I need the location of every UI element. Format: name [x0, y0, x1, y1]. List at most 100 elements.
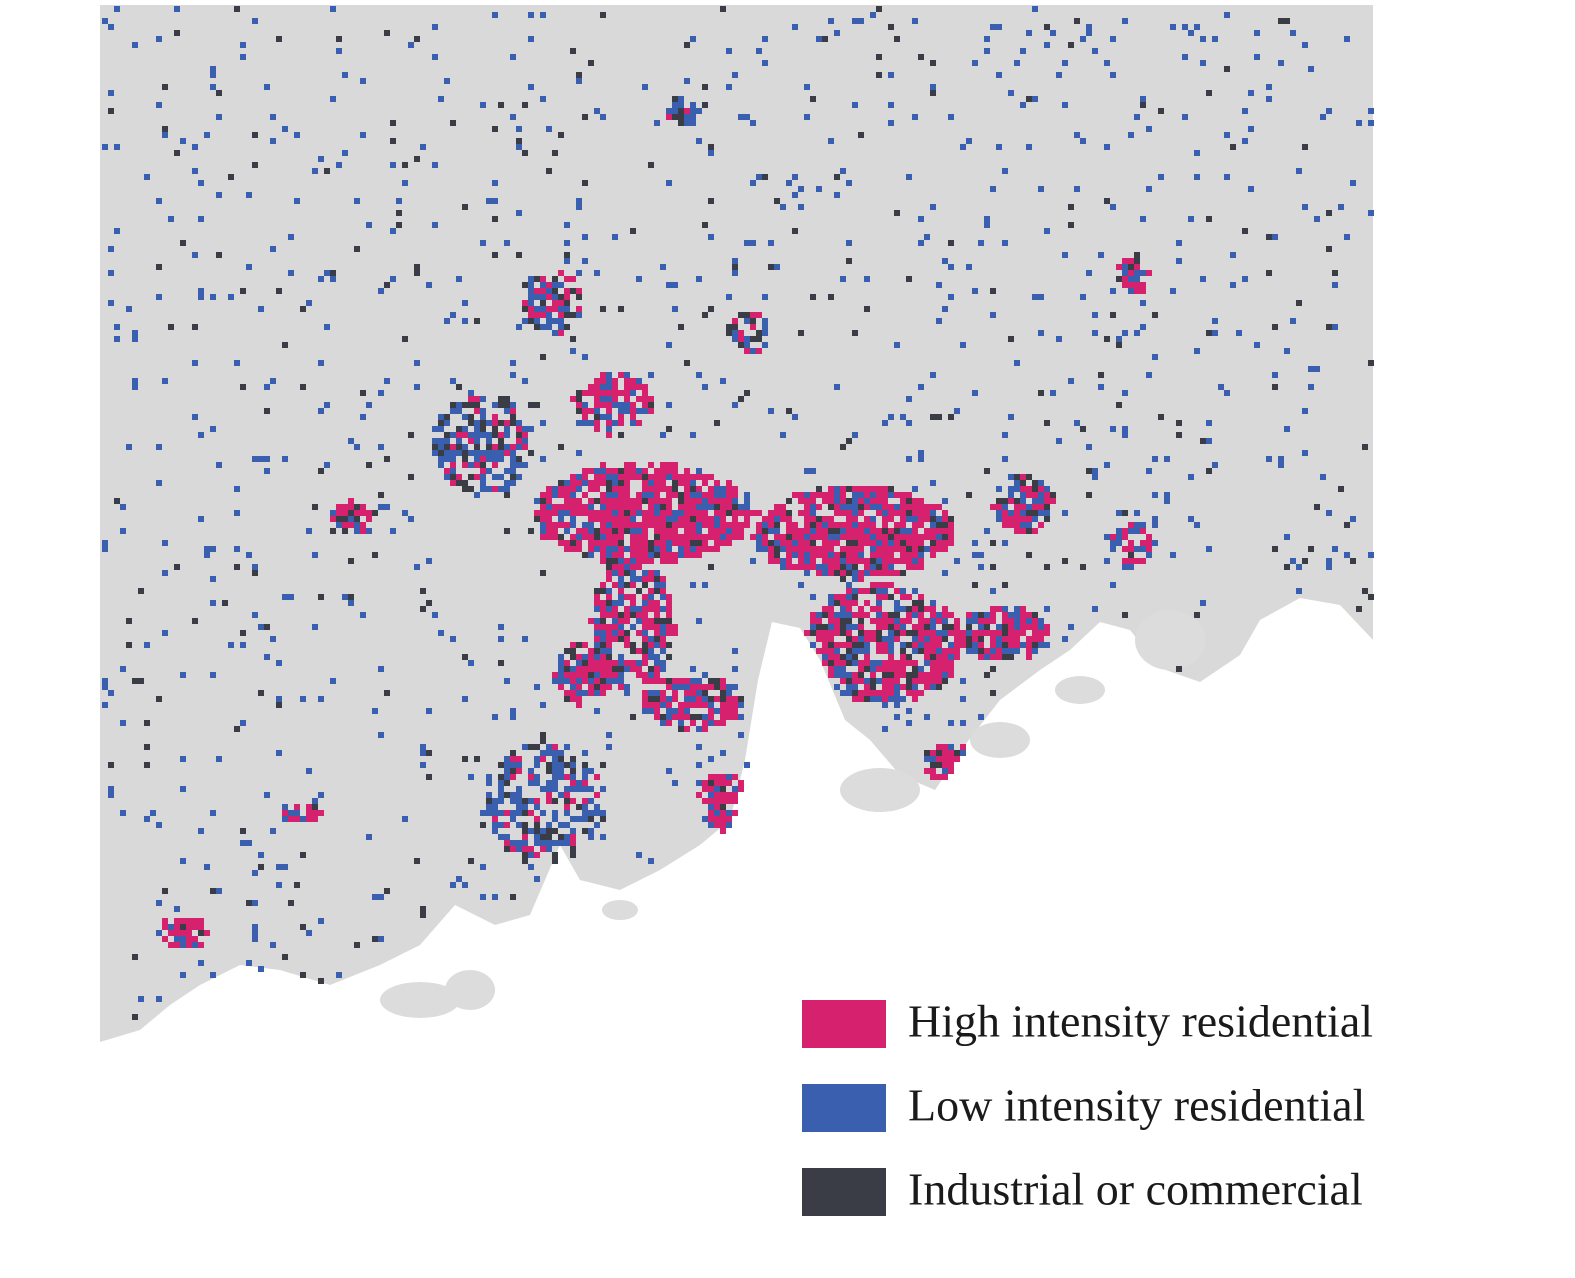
pixel: [240, 630, 246, 636]
pixel: [318, 696, 324, 702]
pixel: [594, 624, 600, 630]
pixel: [1128, 270, 1134, 276]
pixel: [840, 444, 846, 450]
pixel: [1284, 534, 1290, 540]
pixel: [960, 642, 966, 648]
pixel: [690, 480, 696, 486]
pixel: [930, 480, 936, 486]
pixel: [882, 564, 888, 570]
pixel: [312, 504, 318, 510]
pixel: [234, 6, 240, 12]
pixel: [720, 378, 726, 384]
pixel: [918, 552, 924, 558]
pixel: [1308, 546, 1314, 552]
pixel: [594, 528, 600, 534]
pixel: [660, 534, 666, 540]
pixel: [1032, 528, 1038, 534]
pixel: [564, 690, 570, 696]
pixel: [726, 816, 732, 822]
pixel: [852, 588, 858, 594]
pixel: [666, 504, 672, 510]
pixel: [594, 588, 600, 594]
pixel: [618, 372, 624, 378]
pixel: [618, 552, 624, 558]
pixel: [582, 522, 588, 528]
pixel: [930, 654, 936, 660]
pixel: [858, 660, 864, 666]
pixel: [360, 528, 366, 534]
pixel: [588, 654, 594, 660]
pixel: [864, 564, 870, 570]
pixel: [630, 378, 636, 384]
pixel: [1212, 318, 1218, 324]
pixel: [1020, 486, 1026, 492]
pixel: [1326, 246, 1332, 252]
pixel: [948, 114, 954, 120]
pixel: [492, 126, 498, 132]
pixel: [582, 642, 588, 648]
pixel: [648, 558, 654, 564]
pixel: [1002, 432, 1008, 438]
pixel: [1194, 612, 1200, 618]
pixel: [1008, 90, 1014, 96]
pixel: [1044, 42, 1050, 48]
pixel: [648, 552, 654, 558]
pixel: [672, 558, 678, 564]
pixel: [570, 486, 576, 492]
pixel: [810, 624, 816, 630]
pixel: [948, 672, 954, 678]
pixel: [540, 498, 546, 504]
pixel: [948, 264, 954, 270]
pixel: [954, 618, 960, 624]
pixel: [1020, 528, 1026, 534]
pixel: [606, 606, 612, 612]
pixel: [594, 708, 600, 714]
pixel: [402, 510, 408, 516]
pixel: [834, 618, 840, 624]
pixel: [822, 570, 828, 576]
pixel: [1134, 270, 1140, 276]
pixel: [624, 372, 630, 378]
pixel: [642, 708, 648, 714]
pixel: [624, 594, 630, 600]
pixel: [954, 642, 960, 648]
pixel: [1020, 474, 1026, 480]
pixel: [696, 540, 702, 546]
pixel: [870, 690, 876, 696]
pixel: [1176, 420, 1182, 426]
pixel: [990, 630, 996, 636]
pixel: [288, 234, 294, 240]
pixel: [684, 360, 690, 366]
pixel: [1014, 360, 1020, 366]
pixel: [126, 306, 132, 312]
pixel: [666, 486, 672, 492]
pixel: [930, 522, 936, 528]
pixel: [978, 642, 984, 648]
pixel: [1224, 174, 1230, 180]
pixel: [1080, 564, 1086, 570]
pixel: [702, 222, 708, 228]
pixel: [660, 582, 666, 588]
pixel: [894, 678, 900, 684]
pixel: [630, 660, 636, 666]
pixel: [690, 522, 696, 528]
pixel: [1104, 198, 1110, 204]
pixel: [246, 192, 252, 198]
pixel: [918, 642, 924, 648]
pixel: [990, 690, 996, 696]
pixel: [660, 642, 666, 648]
pixel: [792, 414, 798, 420]
pixel: [888, 534, 894, 540]
pixel: [900, 534, 906, 540]
pixel: [1140, 216, 1146, 222]
pixel: [1134, 330, 1140, 336]
pixel: [828, 546, 834, 552]
pixel: [864, 684, 870, 690]
pixel: [894, 492, 900, 498]
pixel: [564, 540, 570, 546]
pixel: [936, 636, 942, 642]
pixel: [600, 666, 606, 672]
pixel: [882, 690, 888, 696]
pixel: [666, 474, 672, 480]
pixel: [888, 582, 894, 588]
